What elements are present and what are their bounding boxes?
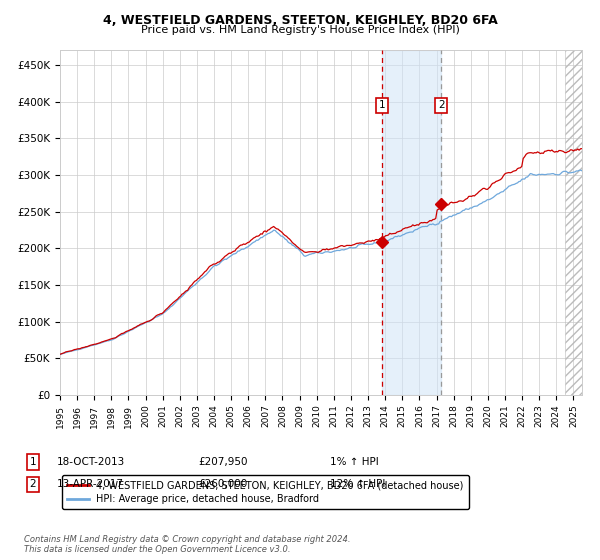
Text: 1: 1 [379, 100, 385, 110]
Text: 13-APR-2017: 13-APR-2017 [57, 479, 124, 489]
Text: £207,950: £207,950 [198, 457, 248, 467]
Text: 18-OCT-2013: 18-OCT-2013 [57, 457, 125, 467]
Text: 12% ↑ HPI: 12% ↑ HPI [330, 479, 385, 489]
Text: Price paid vs. HM Land Registry's House Price Index (HPI): Price paid vs. HM Land Registry's House … [140, 25, 460, 35]
Text: 2: 2 [29, 479, 37, 489]
Bar [382, 50, 442, 395]
Legend: 4, WESTFIELD GARDENS, STEETON, KEIGHLEY, BD20 6FA (detached house), HPI: Average: 4, WESTFIELD GARDENS, STEETON, KEIGHLEY,… [62, 475, 469, 509]
Text: 1% ↑ HPI: 1% ↑ HPI [330, 457, 379, 467]
Text: £260,000: £260,000 [198, 479, 247, 489]
Text: 1: 1 [29, 457, 37, 467]
Text: Contains HM Land Registry data © Crown copyright and database right 2024.
This d: Contains HM Land Registry data © Crown c… [24, 535, 350, 554]
Text: 2: 2 [438, 100, 445, 110]
Text: 4, WESTFIELD GARDENS, STEETON, KEIGHLEY, BD20 6FA: 4, WESTFIELD GARDENS, STEETON, KEIGHLEY,… [103, 14, 497, 27]
